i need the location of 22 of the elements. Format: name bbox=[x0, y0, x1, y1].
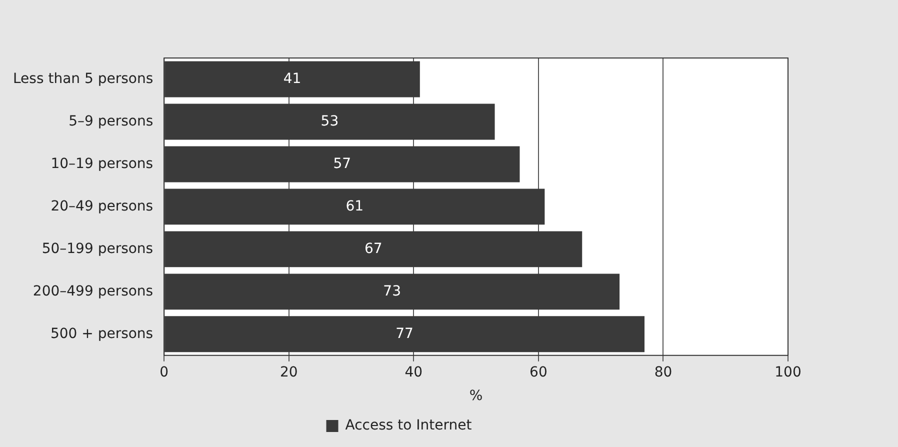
y-tick-label: 20–49 persons bbox=[50, 198, 154, 214]
x-tick-label: 60 bbox=[530, 364, 548, 380]
x-axis-title: % bbox=[469, 388, 483, 404]
y-tick-label: 10–19 persons bbox=[50, 156, 154, 172]
data-label: 61 bbox=[346, 198, 364, 214]
x-tick-label: 100 bbox=[774, 364, 802, 380]
data-label: 41 bbox=[283, 70, 302, 87]
y-tick-label: 5–9 persons bbox=[68, 113, 154, 130]
data-label: 57 bbox=[333, 156, 352, 172]
y-tick-label: 200–499 persons bbox=[32, 283, 154, 300]
y-tick-label: 50–199 persons bbox=[42, 240, 154, 257]
data-label: 77 bbox=[396, 326, 414, 342]
y-tick-label: Less than 5 persons bbox=[13, 70, 154, 87]
y-tick-label: 500 + persons bbox=[50, 326, 154, 342]
data-label: 53 bbox=[320, 113, 339, 130]
x-tick-label: 20 bbox=[280, 364, 298, 380]
x-tick-label: 40 bbox=[404, 364, 423, 380]
x-tick-label: 0 bbox=[160, 364, 169, 380]
x-tick-label: 80 bbox=[654, 364, 672, 380]
legend-label: Access to Internet bbox=[345, 418, 472, 434]
data-label: 67 bbox=[364, 240, 382, 257]
data-label: 73 bbox=[383, 283, 401, 300]
